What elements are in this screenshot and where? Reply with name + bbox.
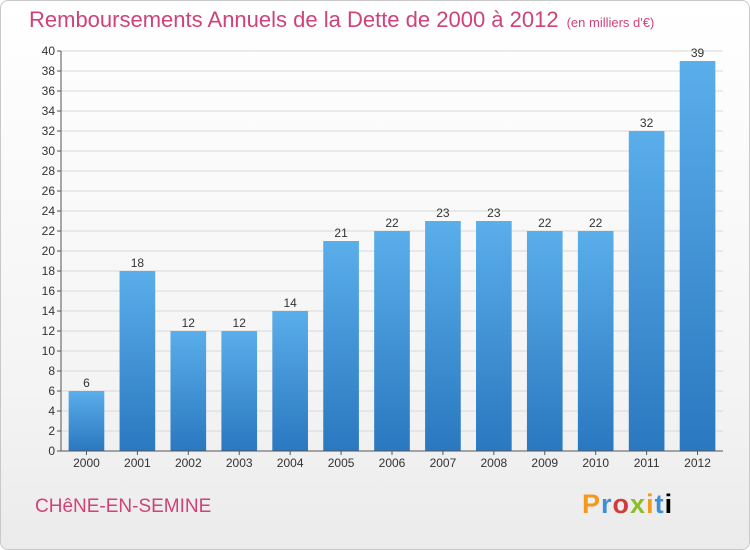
data-label-2010: 22 [589, 216, 603, 230]
logo-letter: x [630, 489, 647, 519]
data-label-2011: 32 [640, 116, 654, 130]
x-tick-label: 2003 [226, 456, 253, 470]
bar-2005 [323, 241, 359, 451]
data-label-2006: 22 [385, 216, 399, 230]
y-tick-label: 16 [42, 284, 56, 298]
x-tick-label: 2008 [480, 456, 507, 470]
y-tick-label: 22 [42, 224, 56, 238]
bar-2003 [221, 331, 258, 451]
logo-letter: o [612, 489, 631, 519]
bar-2010 [577, 231, 614, 451]
y-tick-label: 24 [42, 204, 56, 218]
y-tick-label: 6 [48, 384, 55, 398]
data-label-2002: 12 [182, 316, 196, 330]
y-tick-label: 2 [48, 424, 55, 438]
y-tick-label: 32 [42, 124, 56, 138]
x-tick-label: 2010 [582, 456, 609, 470]
y-tick-label: 38 [42, 64, 56, 78]
data-label-2003: 12 [233, 316, 247, 330]
bar-2001 [119, 271, 156, 451]
y-tick-label: 0 [48, 444, 55, 458]
bar-2000 [68, 391, 105, 451]
bar-2004 [272, 311, 308, 451]
y-tick-label: 40 [42, 44, 56, 58]
x-tick-label: 2005 [328, 456, 355, 470]
y-tick-label: 4 [48, 404, 55, 418]
commune-name: CHêNE-EN-SEMINE [35, 496, 212, 517]
logo-letter: r [601, 489, 613, 519]
data-label-2009: 22 [538, 216, 552, 230]
x-tick-label: 2004 [277, 456, 304, 470]
chart-title: Remboursements Annuels de la Dette de 20… [29, 7, 654, 33]
bar-2012 [679, 61, 716, 451]
x-tick-label: 2006 [379, 456, 406, 470]
data-label-2007: 23 [436, 206, 450, 220]
x-tick-label: 2007 [430, 456, 457, 470]
bar-2002 [170, 331, 207, 451]
x-tick-label: 2001 [124, 456, 151, 470]
data-labels: 6 18 12 12 14 21 22 23 23 22 22 32 39 [83, 46, 704, 390]
proxiti-logo: Proxiti [582, 489, 673, 520]
bars [68, 61, 716, 451]
y-tick-label: 26 [42, 184, 56, 198]
y-tick-label: 8 [48, 364, 55, 378]
logo-letter: t [654, 489, 665, 519]
y-tick-label: 34 [42, 104, 56, 118]
bar-2006 [374, 231, 410, 451]
bar-2011 [628, 131, 665, 451]
chart-title-text: Remboursements Annuels de la Dette de 20… [29, 7, 559, 32]
bar-2007 [425, 221, 461, 451]
y-tick-label: 28 [42, 164, 56, 178]
y-tick-label: 12 [42, 324, 56, 338]
data-label-2004: 14 [283, 296, 297, 310]
bar-2008 [476, 221, 512, 451]
x-tick-label: 2000 [73, 456, 100, 470]
logo-letter: P [582, 489, 602, 519]
data-label-2012: 39 [691, 46, 705, 60]
y-tick-label: 30 [42, 144, 56, 158]
logo-letter: i [646, 489, 655, 519]
data-label-2008: 23 [487, 206, 501, 220]
x-tick-label: 2002 [175, 456, 202, 470]
bar-2009 [526, 231, 563, 451]
x-tick-label: 2009 [531, 456, 558, 470]
y-tick-label: 14 [42, 304, 56, 318]
y-tick-label: 36 [42, 84, 56, 98]
data-label-2000: 6 [83, 376, 90, 390]
y-tick-label: 18 [42, 264, 56, 278]
data-label-2005: 21 [334, 226, 348, 240]
data-label-2001: 18 [131, 256, 145, 270]
logo-letter: i [664, 489, 674, 519]
x-axis-ticks: 2000 2001 2002 2003 2004 2005 2006 2007 2008 2009… [73, 451, 711, 470]
chart-unit-label: (en milliers d'€) [566, 15, 655, 30]
y-tick-label: 10 [42, 344, 56, 358]
x-tick-label: 2012 [684, 456, 711, 470]
y-tick-label: 20 [42, 244, 56, 258]
x-tick-label: 2011 [634, 456, 660, 470]
